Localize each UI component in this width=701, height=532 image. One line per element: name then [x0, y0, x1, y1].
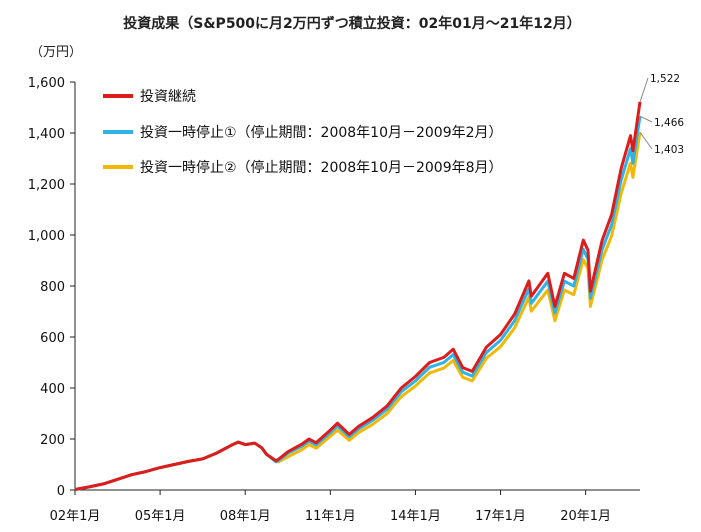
- y-tick-label: 200: [40, 433, 65, 448]
- end-label-leader: [639, 77, 649, 103]
- x-tick-label: 11年1月: [305, 509, 356, 524]
- y-axis: 0 200 400 600 800 1,000 1,200 1,400 1,600: [28, 76, 75, 499]
- legend-label-1: 投資継続: [140, 88, 196, 105]
- y-tick-label: 800: [40, 280, 65, 295]
- x-axis: 02年1月 05年1月 08年1月 11年1月 14年1月 17年1月 20年1月: [50, 490, 611, 524]
- y-tick-label: 600: [40, 331, 65, 346]
- series-line-1: [74, 101, 642, 491]
- legend-label-2: 投資一時停止①（停止期間：2008年10月－2009年2月）: [140, 124, 503, 141]
- x-tick-label: 02年1月: [50, 509, 101, 524]
- y-tick-label: 1,200: [28, 178, 65, 193]
- end-label-1: 1,522: [650, 73, 680, 85]
- legend-label-3: 投資一時停止②（停止期間：2008年10月－2009年8月）: [140, 159, 503, 176]
- plot-area: [74, 101, 642, 491]
- end-label-3: 1,403: [654, 144, 684, 156]
- x-tick-label: 17年1月: [475, 509, 526, 524]
- chart-title: 投資成果（S&P500に月2万円ずつ積立投資：02年01月～21年12月）: [123, 15, 580, 32]
- y-tick-label: 1,000: [28, 229, 65, 244]
- y-tick-label: 1,400: [28, 127, 65, 142]
- x-tick-label: 08年1月: [220, 509, 271, 524]
- y-tick-label: 1,600: [28, 76, 65, 91]
- y-axis-unit: （万円）: [30, 45, 82, 60]
- x-tick-label: 05年1月: [135, 509, 186, 524]
- x-tick-label: 20年1月: [560, 509, 611, 524]
- end-label-leader: [639, 115, 653, 123]
- y-tick-label: 0: [57, 484, 65, 499]
- y-tick-label: 400: [40, 382, 65, 397]
- end-label-2: 1,466: [654, 117, 684, 129]
- end-label-leader: [639, 131, 653, 150]
- x-tick-label: 14年1月: [390, 509, 441, 524]
- end-labels: 1,522 1,466 1,403: [639, 73, 684, 156]
